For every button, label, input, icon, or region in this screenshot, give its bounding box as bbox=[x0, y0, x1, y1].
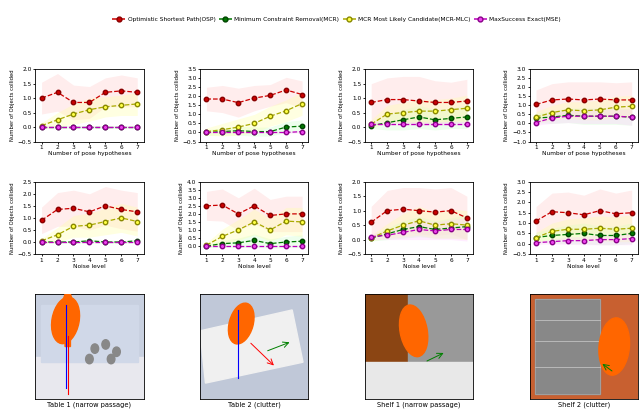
Bar bbox=[535, 299, 600, 393]
Y-axis label: Number of Objects collided: Number of Objects collided bbox=[504, 70, 509, 141]
Ellipse shape bbox=[113, 347, 120, 357]
Y-axis label: Number of Objects collided: Number of Objects collided bbox=[339, 70, 344, 141]
FancyArrow shape bbox=[60, 286, 76, 346]
X-axis label: Noise level: Noise level bbox=[403, 264, 435, 269]
Ellipse shape bbox=[108, 354, 115, 364]
Y-axis label: Number of Objects collided: Number of Objects collided bbox=[504, 182, 509, 254]
Y-axis label: Number of Objects collided: Number of Objects collided bbox=[10, 70, 15, 141]
Bar bbox=[365, 362, 473, 399]
Ellipse shape bbox=[228, 303, 254, 344]
Y-axis label: Number of Objects collided: Number of Objects collided bbox=[339, 182, 344, 254]
Bar bbox=[535, 299, 600, 393]
Bar bbox=[40, 305, 138, 362]
Bar bbox=[408, 294, 473, 367]
X-axis label: Table 2 (clutter): Table 2 (clutter) bbox=[228, 402, 281, 408]
Bar bbox=[365, 294, 413, 399]
X-axis label: Shelf 2 (clutter): Shelf 2 (clutter) bbox=[557, 402, 610, 408]
X-axis label: Number of pose hypotheses: Number of pose hypotheses bbox=[212, 151, 296, 156]
X-axis label: Noise level: Noise level bbox=[568, 264, 600, 269]
Ellipse shape bbox=[599, 318, 630, 375]
X-axis label: Noise level: Noise level bbox=[73, 264, 106, 269]
Ellipse shape bbox=[399, 305, 428, 357]
Y-axis label: Number of Objects collided: Number of Objects collided bbox=[10, 182, 15, 254]
Y-axis label: Number of Objects collided: Number of Objects collided bbox=[179, 182, 184, 254]
Ellipse shape bbox=[102, 340, 109, 349]
Legend: Optimistic Shortest Path(OSP), Minimum Constraint Removal(MCR), MCR Most Likely : Optimistic Shortest Path(OSP), Minimum C… bbox=[110, 15, 563, 25]
Ellipse shape bbox=[86, 354, 93, 364]
Ellipse shape bbox=[52, 297, 79, 344]
X-axis label: Shelf 1 (narrow passage): Shelf 1 (narrow passage) bbox=[378, 402, 461, 408]
Polygon shape bbox=[200, 310, 303, 383]
X-axis label: Noise level: Noise level bbox=[238, 264, 271, 269]
X-axis label: Number of pose hypotheses: Number of pose hypotheses bbox=[542, 151, 626, 156]
X-axis label: Table 1 (narrow passage): Table 1 (narrow passage) bbox=[47, 402, 131, 408]
Y-axis label: Number of Objects collided: Number of Objects collided bbox=[175, 70, 179, 141]
X-axis label: Number of pose hypotheses: Number of pose hypotheses bbox=[377, 151, 461, 156]
Ellipse shape bbox=[91, 344, 99, 353]
X-axis label: Number of pose hypotheses: Number of pose hypotheses bbox=[47, 151, 131, 156]
Bar bbox=[35, 357, 143, 399]
